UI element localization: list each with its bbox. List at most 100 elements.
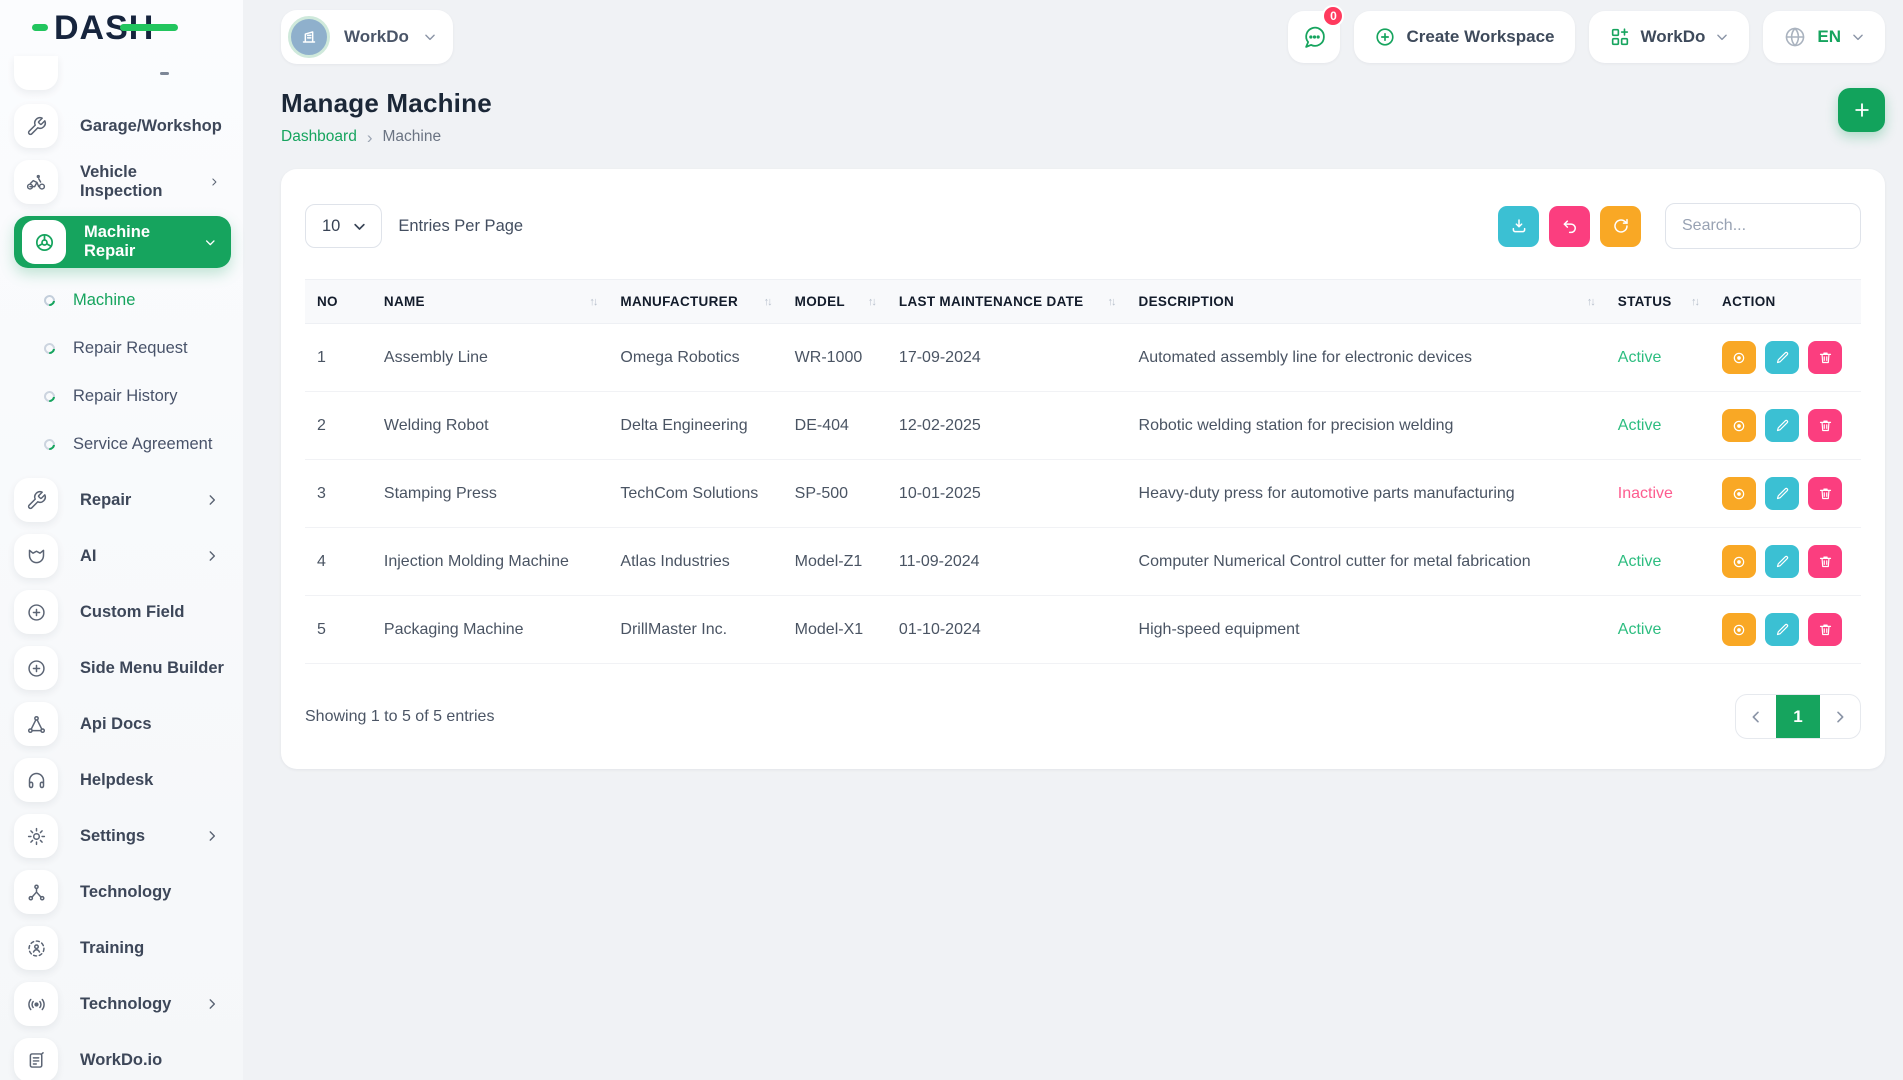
globe-icon (1786, 27, 1805, 47)
breadcrumb-dashboard-link[interactable]: Dashboard (281, 128, 357, 145)
page-number-current[interactable]: 1 (1776, 695, 1820, 738)
delete-button[interactable] (1808, 613, 1843, 646)
delete-button[interactable] (1808, 477, 1843, 510)
export-download-button[interactable] (1498, 205, 1539, 247)
sort-icon[interactable]: ↑↓ (1586, 295, 1596, 308)
messages-button[interactable]: 0 (1288, 5, 1345, 63)
breadcrumb: Dashboard › Machine (281, 128, 492, 146)
table-row: 5 Packaging Machine DrillMaster Inc. Mod… (305, 595, 1861, 664)
status-badge: Active (1617, 552, 1662, 570)
chevron-right-icon (209, 831, 216, 841)
add-machine-button[interactable] (1838, 88, 1885, 132)
pencil-icon (1776, 555, 1788, 568)
sidebar-item-helpdesk[interactable]: Helpdesk (14, 758, 233, 802)
download-icon (1512, 219, 1525, 233)
sidebar-item-custom-field[interactable]: Custom Field (14, 590, 233, 634)
breadcrumb-separator-icon: › (366, 127, 373, 147)
sidebar-item-label: Repair (80, 490, 132, 509)
breadcrumb-current: Machine (382, 128, 442, 145)
eye-icon (1733, 488, 1745, 499)
sidebar-item-machine-repair[interactable]: Machine Repair (14, 216, 231, 268)
refresh-button[interactable] (1600, 205, 1641, 247)
view-button[interactable] (1722, 545, 1757, 578)
grid-plus-icon (1611, 28, 1628, 46)
column-header-last-maintenance-date[interactable]: LAST MAINTENANCE DATE ↑↓ (886, 279, 1127, 324)
chevron-right-icon (1837, 711, 1844, 722)
create-workspace-button[interactable]: Create Workspace (1354, 11, 1575, 63)
edit-button[interactable] (1765, 545, 1800, 578)
sidebar-item-training[interactable]: Training (14, 926, 233, 970)
table-row: 1 Assembly Line Omega Robotics WR-1000 1… (305, 323, 1861, 392)
delete-button[interactable] (1808, 341, 1843, 374)
sidebar-item-workdo-io[interactable]: WorkDo.io (14, 1038, 233, 1080)
sidebar: DASH Garage/Workshop Vehicle Inspection (0, 0, 243, 1080)
trash-icon (1819, 624, 1831, 636)
machine-repair-submenu: Machine Repair Request Repair History Se… (14, 282, 233, 462)
page-title: Manage Machine (281, 88, 492, 118)
edit-button[interactable] (1765, 613, 1800, 646)
sidebar-item-label: Settings (80, 826, 146, 845)
language-selector[interactable]: EN (1763, 11, 1885, 63)
sort-icon[interactable]: ↑↓ (1107, 295, 1117, 308)
entries-per-page-select[interactable]: 10 (305, 204, 383, 248)
plus-circle-icon (1376, 28, 1395, 46)
sidebar-item-label: Helpdesk (80, 770, 154, 789)
sidebar-item-garage-workshop[interactable]: Garage/Workshop (14, 104, 233, 148)
view-button[interactable] (1722, 477, 1757, 510)
sidebar-item-technology-2[interactable]: Technology (14, 982, 233, 1026)
column-header-description[interactable]: DESCRIPTION ↑↓ (1126, 279, 1606, 324)
column-header-model[interactable]: MODEL ↑↓ (782, 279, 887, 324)
pencil-icon (1776, 487, 1788, 500)
sidebar-item-partial[interactable] (14, 56, 233, 90)
sidebar-subitem-service-agreement[interactable]: Service Agreement (41, 426, 233, 462)
chevron-right-icon (211, 178, 217, 186)
table-row: 3 Stamping Press TechCom Solutions SP-50… (305, 459, 1861, 528)
sidebar-subitem-repair-request[interactable]: Repair Request (41, 330, 233, 366)
search-input[interactable] (1665, 203, 1861, 249)
delete-button[interactable] (1808, 409, 1843, 442)
sidebar-item-ai[interactable]: AI (14, 534, 233, 578)
language-code: EN (1817, 27, 1841, 46)
sidebar-item-repair[interactable]: Repair (14, 478, 233, 522)
workspace-switcher[interactable]: WorkDo (281, 10, 453, 64)
edit-button[interactable] (1765, 477, 1800, 510)
delete-button[interactable] (1808, 545, 1843, 578)
undo-arrow-icon (1563, 220, 1576, 234)
sidebar-item-label: Technology (80, 882, 172, 901)
sidebar-item-technology[interactable]: Technology (14, 870, 233, 914)
refresh-icon (1613, 218, 1628, 233)
view-button[interactable] (1722, 409, 1757, 442)
sidebar-item-label: Vehicle Inspection (80, 163, 163, 200)
dash-logo[interactable]: DASH (32, 11, 179, 45)
view-button[interactable] (1722, 341, 1757, 374)
sidebar-item-side-menu-builder[interactable]: Side Menu Builder (14, 646, 233, 690)
view-button[interactable] (1722, 613, 1757, 646)
logo-accent-right (120, 24, 179, 31)
sidebar-item-vehicle-inspection[interactable]: Vehicle Inspection (14, 160, 233, 204)
plus-icon (1854, 103, 1869, 117)
trash-icon (1819, 556, 1831, 568)
sidebar-subitem-repair-history[interactable]: Repair History (41, 378, 233, 414)
chevron-left-icon (1752, 711, 1759, 722)
motorcycle-icon (14, 160, 58, 204)
workspace-name: WorkDo (344, 27, 409, 46)
sidebar-item-api-docs[interactable]: Api Docs (14, 702, 233, 746)
sidebar-subitem-machine[interactable]: Machine (41, 282, 233, 318)
column-header-manufacturer[interactable]: MANUFACTURER ↑↓ (608, 279, 783, 324)
sort-icon[interactable]: ↑↓ (763, 295, 773, 308)
edit-button[interactable] (1765, 409, 1800, 442)
status-badge: Active (1617, 416, 1662, 434)
chevron-right-icon (209, 999, 216, 1009)
sort-icon[interactable]: ↑↓ (867, 295, 877, 308)
column-header-name[interactable]: NAME ↑↓ (371, 279, 609, 324)
workspace-avatar (288, 16, 330, 58)
edit-button[interactable] (1765, 341, 1800, 374)
undo-button[interactable] (1549, 205, 1590, 247)
sidebar-item-settings[interactable]: Settings (14, 814, 233, 858)
sort-icon[interactable]: ↑↓ (1691, 295, 1700, 308)
sort-icon[interactable]: ↑↓ (589, 295, 598, 308)
column-header-status[interactable]: STATUS ↑↓ (1605, 279, 1711, 324)
workdo-menu-button[interactable]: WorkDo (1588, 11, 1750, 63)
previous-page-button[interactable] (1736, 695, 1776, 738)
next-page-button[interactable] (1820, 695, 1860, 738)
